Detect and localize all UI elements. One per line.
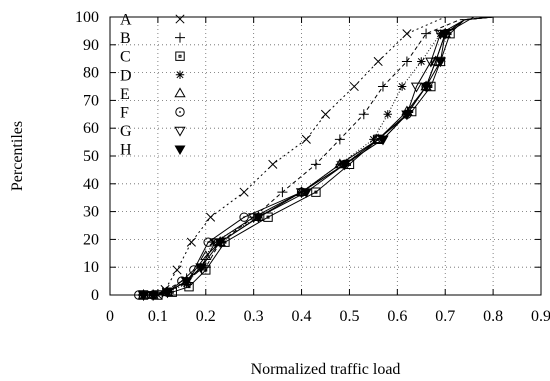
series-markers bbox=[134, 27, 455, 302]
x-axis-label: Normalized traffic load bbox=[251, 361, 401, 378]
data-point-h bbox=[439, 29, 451, 40]
data-point-b bbox=[377, 81, 388, 92]
x-tick-label: 0.8 bbox=[483, 308, 503, 325]
x-tick-label: 0.5 bbox=[339, 308, 359, 325]
legend-label-a: A bbox=[120, 12, 132, 29]
legend-marker-e bbox=[174, 87, 186, 98]
x-tick-label: 0.9 bbox=[531, 308, 550, 325]
data-point-h bbox=[420, 82, 432, 93]
x-tick-label: 0 bbox=[106, 308, 114, 325]
data-point-h bbox=[434, 57, 446, 68]
y-tick-label: 10 bbox=[83, 259, 99, 276]
data-point-a bbox=[301, 134, 311, 144]
data-point-d bbox=[335, 160, 345, 169]
data-point-c bbox=[311, 187, 321, 197]
y-tick-label: 30 bbox=[83, 204, 99, 221]
data-point-h bbox=[181, 277, 193, 287]
data-point-h bbox=[377, 135, 389, 146]
legend-marker-c bbox=[175, 51, 185, 61]
data-point-h bbox=[138, 291, 150, 301]
y-tick-label: 80 bbox=[83, 65, 99, 82]
legend-marker-b bbox=[175, 32, 185, 43]
y-tick-label: 0 bbox=[91, 287, 99, 304]
y-tick-label: 50 bbox=[83, 148, 99, 165]
x-tick-label: 0.4 bbox=[292, 308, 312, 325]
data-point-a bbox=[268, 159, 278, 169]
y-tick-label: 90 bbox=[83, 37, 99, 54]
legend-label-d: D bbox=[120, 67, 132, 84]
series-line-c bbox=[143, 16, 494, 296]
data-point-h bbox=[147, 291, 159, 301]
legend-label-f: F bbox=[120, 105, 129, 122]
data-point-d bbox=[436, 29, 445, 38]
x-tick-label: 0.3 bbox=[244, 308, 264, 325]
y-tick-label: 70 bbox=[83, 92, 99, 109]
legend-marker-f bbox=[175, 107, 185, 117]
x-tick-label: 0.6 bbox=[387, 308, 407, 325]
legend-label-b: B bbox=[120, 30, 131, 47]
series-line-h bbox=[143, 16, 494, 296]
y-tick-label: 20 bbox=[83, 231, 99, 248]
data-point-b bbox=[310, 159, 321, 170]
data-point-d bbox=[369, 135, 378, 144]
legend-marker-h bbox=[174, 145, 186, 156]
y-tick-label: 100 bbox=[75, 9, 99, 26]
data-point-g bbox=[410, 82, 423, 93]
data-point-a bbox=[239, 187, 249, 197]
data-point-d bbox=[383, 110, 392, 119]
data-point-f bbox=[189, 265, 199, 275]
legend-label-c: C bbox=[120, 49, 131, 66]
data-point-e bbox=[200, 250, 212, 260]
data-point-d bbox=[417, 57, 426, 66]
data-point-f bbox=[239, 212, 249, 222]
data-point-a bbox=[186, 237, 196, 247]
data-point-a bbox=[402, 29, 412, 39]
legend-marker-a bbox=[175, 14, 185, 24]
x-tick-label: 0.2 bbox=[196, 308, 216, 325]
grid bbox=[110, 17, 541, 295]
legend-label-g: G bbox=[120, 123, 132, 140]
x-tick-label: 0.7 bbox=[435, 308, 455, 325]
data-point-b bbox=[277, 187, 288, 198]
series-lines bbox=[138, 16, 494, 296]
legend-label-h: H bbox=[120, 142, 132, 159]
data-point-h bbox=[214, 238, 226, 248]
y-tick-label: 40 bbox=[83, 176, 99, 193]
x-tick-label: 0.1 bbox=[148, 308, 168, 325]
data-point-b bbox=[401, 56, 412, 67]
legend-marker-d bbox=[175, 70, 185, 79]
data-point-b bbox=[334, 134, 345, 145]
data-point-a bbox=[320, 109, 331, 119]
data-point-h bbox=[339, 160, 351, 171]
data-point-h bbox=[300, 188, 312, 198]
axis-ticks: 0 0.1 0.2 0.3 0.4 0.5 0.6 0.7 0.8 0.9 0 10 20 30 40 50 6… bbox=[75, 9, 550, 325]
y-axis-label: Percentiles bbox=[9, 121, 26, 191]
legend-label-e: E bbox=[120, 86, 130, 103]
data-point-c bbox=[263, 212, 273, 222]
data-point-h bbox=[252, 213, 264, 223]
y-tick-label: 60 bbox=[83, 120, 99, 137]
data-point-b bbox=[421, 28, 432, 39]
data-point-h bbox=[401, 110, 413, 121]
data-point-h bbox=[161, 288, 173, 299]
data-point-h bbox=[195, 263, 207, 274]
data-point-b bbox=[358, 109, 369, 120]
data-point-a bbox=[172, 265, 182, 275]
data-point-d bbox=[397, 82, 407, 91]
data-point-g bbox=[425, 57, 437, 68]
legend-marker-g bbox=[174, 126, 186, 137]
data-point-a bbox=[206, 212, 216, 222]
data-point-a bbox=[373, 56, 383, 67]
data-point-a bbox=[349, 81, 359, 92]
